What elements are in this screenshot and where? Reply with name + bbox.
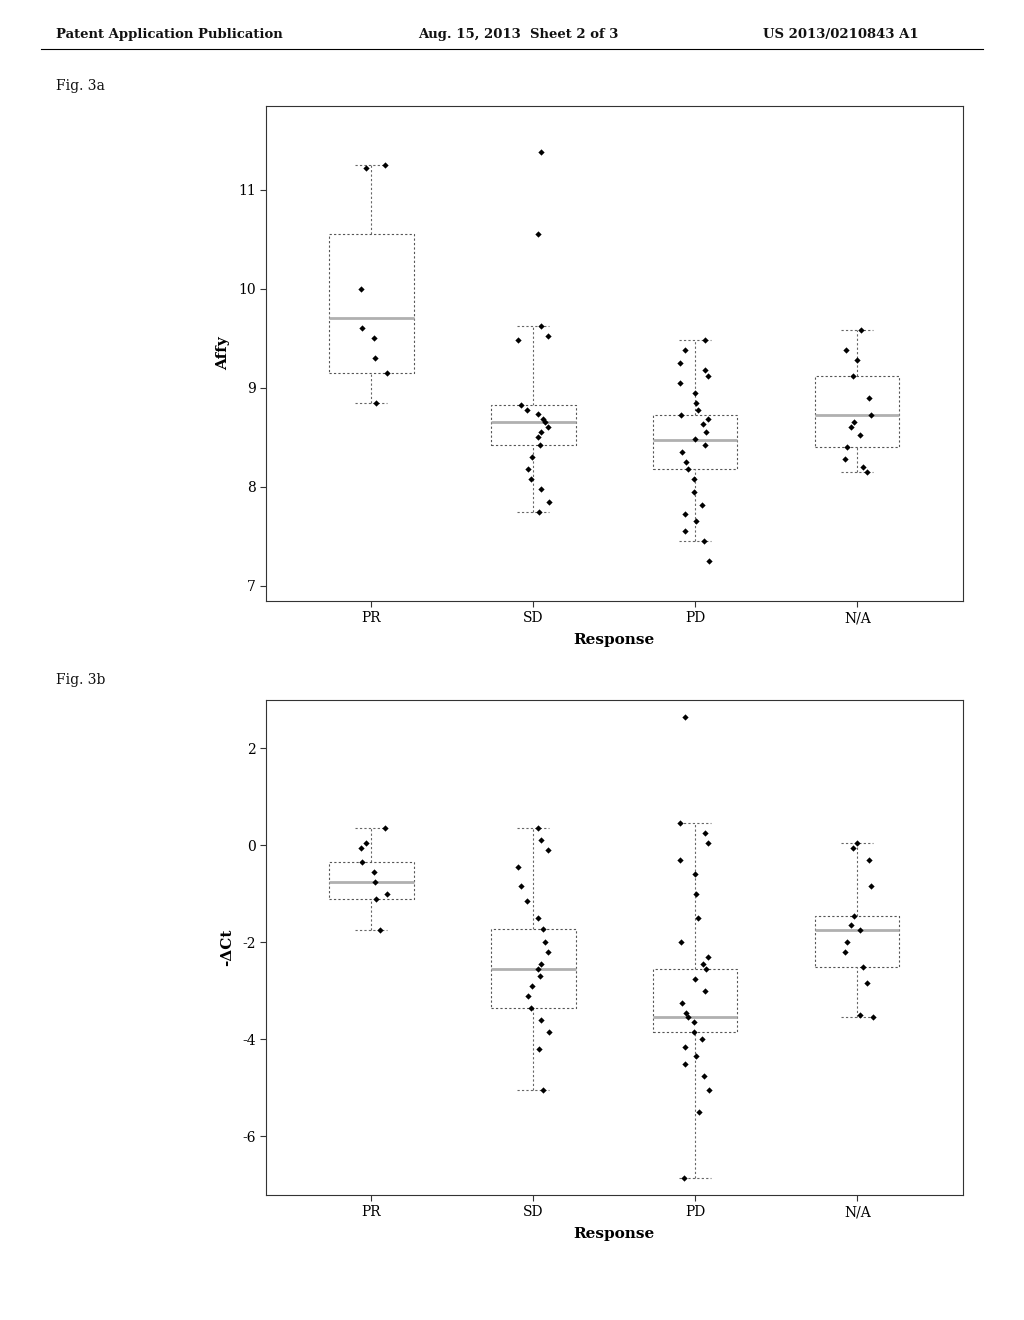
Text: US 2013/0210843 A1: US 2013/0210843 A1 <box>763 28 919 41</box>
X-axis label: Response: Response <box>573 634 655 647</box>
Text: Aug. 15, 2013  Sheet 2 of 3: Aug. 15, 2013 Sheet 2 of 3 <box>418 28 618 41</box>
Text: Fig. 3a: Fig. 3a <box>56 79 105 94</box>
Y-axis label: -ΔCt: -ΔCt <box>220 928 233 966</box>
Y-axis label: Affy: Affy <box>216 337 229 370</box>
Text: Patent Application Publication: Patent Application Publication <box>56 28 283 41</box>
Bar <box>492 929 575 1007</box>
X-axis label: Response: Response <box>573 1228 655 1241</box>
Bar <box>653 969 737 1032</box>
Bar <box>815 376 899 447</box>
Bar <box>815 916 899 966</box>
Text: Fig. 3b: Fig. 3b <box>56 673 105 688</box>
Bar <box>653 416 737 469</box>
Bar <box>330 235 414 372</box>
Bar <box>330 862 414 899</box>
Bar <box>492 404 575 445</box>
